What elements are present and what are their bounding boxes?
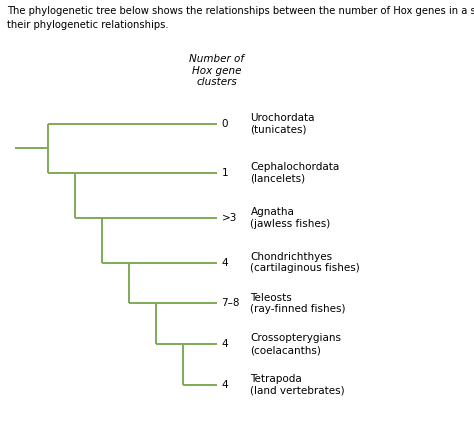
Text: Urochordata
(tunicates): Urochordata (tunicates) — [250, 113, 315, 135]
Text: Chondrichthyes
(cartilaginous fishes): Chondrichthyes (cartilaginous fishes) — [250, 252, 360, 273]
Text: >3: >3 — [221, 213, 237, 223]
Text: 4: 4 — [221, 380, 228, 390]
Text: The phylogenetic tree below shows the relationships between the number of Hox ge: The phylogenetic tree below shows the re… — [7, 6, 474, 16]
Text: their phylogenetic relationships.: their phylogenetic relationships. — [7, 20, 169, 30]
Text: 4: 4 — [221, 339, 228, 349]
Text: 0: 0 — [221, 119, 228, 129]
Text: 4: 4 — [221, 258, 228, 268]
Text: Cephalochordata
(lancelets): Cephalochordata (lancelets) — [250, 162, 340, 184]
Text: Teleosts
(ray-finned fishes): Teleosts (ray-finned fishes) — [250, 293, 346, 314]
Text: Number of
Hox gene
clusters: Number of Hox gene clusters — [189, 54, 244, 87]
Text: Crossopterygians
(coelacanths): Crossopterygians (coelacanths) — [250, 333, 341, 355]
Text: 1: 1 — [221, 168, 228, 178]
Text: 7–8: 7–8 — [221, 298, 240, 308]
Text: Agnatha
(jawless fishes): Agnatha (jawless fishes) — [250, 207, 331, 229]
Text: Tetrapoda
(land vertebrates): Tetrapoda (land vertebrates) — [250, 374, 345, 396]
